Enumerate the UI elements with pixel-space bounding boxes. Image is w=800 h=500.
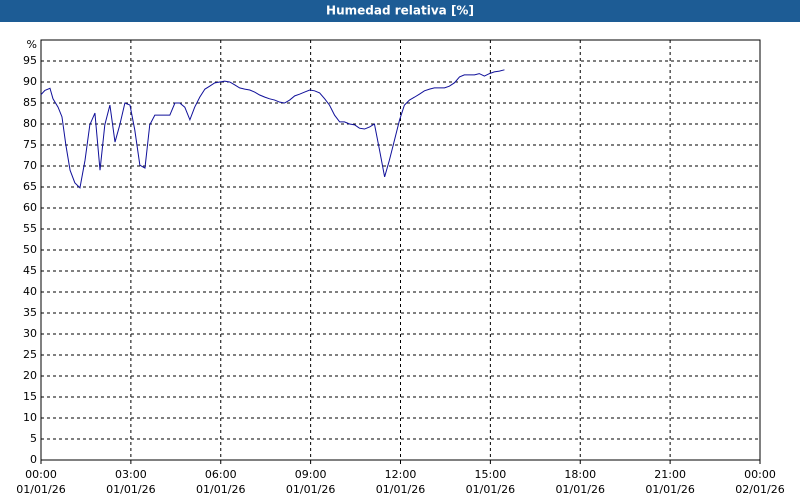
x-tick-label: 12:00 [385,468,417,481]
x-tick-label: 03:00 [115,468,147,481]
y-tick-label: 10 [23,411,37,424]
x-tick-date: 01/01/26 [556,483,605,496]
y-tick-label: 95 [23,54,37,67]
x-tick-label: 06:00 [205,468,237,481]
x-tick-label: 21:00 [654,468,686,481]
y-tick-label: 25 [23,348,37,361]
y-tick-label: 50 [23,243,37,256]
data-line [40,69,505,189]
x-tick-label: 09:00 [295,468,327,481]
y-unit: % [27,38,37,51]
y-tick-label: 0 [30,453,37,466]
y-tick-label: 15 [23,390,37,403]
y-tick-label: 70 [23,159,37,172]
x-tick-label: 00:00 [25,468,57,481]
title-bar [0,0,800,22]
x-tick-label: 15:00 [475,468,507,481]
x-tick-date: 01/01/26 [376,483,425,496]
x-tick-date: 01/01/26 [466,483,515,496]
x-tick-label: 00:00 [744,468,776,481]
x-tick-date: 01/01/26 [106,483,155,496]
x-tick-date: 02/01/26 [735,483,784,496]
y-tick-label: 90 [23,75,37,88]
y-tick-label: 5 [30,432,37,445]
x-tick-date: 01/01/26 [645,483,694,496]
y-tick-label: 45 [23,264,37,277]
x-tick-date: 01/01/26 [16,483,65,496]
y-tick-label: 35 [23,306,37,319]
y-tick-label: 20 [23,369,37,382]
chart-title: Humedad relativa [%] [326,4,474,18]
y-tick-label: 75 [23,138,37,151]
x-tick-date: 01/01/26 [286,483,335,496]
y-tick-label: 80 [23,117,37,130]
y-tick-label: 30 [23,327,37,340]
x-tick-label: 18:00 [564,468,596,481]
y-tick-label: 40 [23,285,37,298]
y-tick-label: 65 [23,180,37,193]
y-tick-label: 55 [23,222,37,235]
x-tick-date: 01/01/26 [196,483,245,496]
y-tick-label: 85 [23,96,37,109]
y-tick-label: 60 [23,201,37,214]
